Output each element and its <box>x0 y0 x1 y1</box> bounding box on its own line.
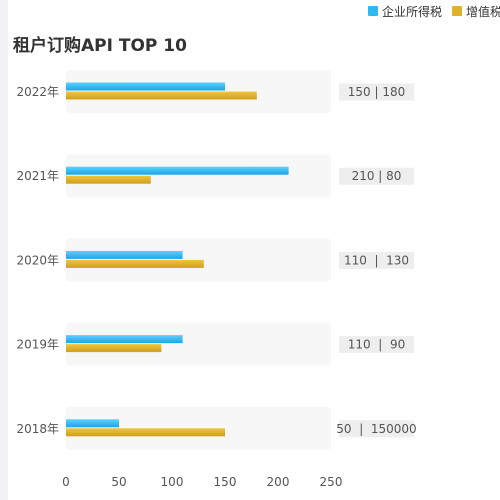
x-tick-label: 0 <box>62 475 70 489</box>
value-label: 210 | 80 <box>352 169 402 183</box>
legend-item-series-1[interactable]: 增值税 <box>452 3 500 20</box>
x-tick-label: 250 <box>320 475 343 489</box>
chart-title: 租户订购API TOP 10 <box>13 36 187 56</box>
bar-series-1 <box>66 259 204 268</box>
bar-series-1 <box>66 428 225 437</box>
value-label: 110 | 130 <box>344 253 409 267</box>
legend-label-series-1: 增值税 <box>466 4 500 19</box>
left-rail <box>0 0 8 500</box>
bar-series-0 <box>66 250 183 259</box>
category-label: 2021年 <box>16 169 59 183</box>
category-label: 2022年 <box>16 85 59 99</box>
value-label-box <box>339 83 414 101</box>
bar-series-0 <box>66 82 225 91</box>
x-tick-label: 100 <box>161 475 184 489</box>
value-label-box <box>339 420 414 438</box>
value-label: 150 | 180 <box>348 85 405 99</box>
category-label: 2019年 <box>16 338 59 352</box>
x-tick-label: 200 <box>267 475 290 489</box>
bar-series-1 <box>66 344 162 353</box>
x-tick-label: 150 <box>214 475 237 489</box>
category-label: 2020年 <box>16 253 59 267</box>
legend-swatch-series-1 <box>452 6 463 16</box>
legend-item-series-0[interactable]: 企业所得税 <box>368 3 442 20</box>
value-label-box <box>339 251 414 269</box>
value-label-box <box>339 167 414 185</box>
value-label: 50 | 150000 <box>336 422 416 436</box>
category-label: 2018年 <box>16 422 59 436</box>
bar-series-0 <box>66 166 289 175</box>
bar-series-0 <box>66 419 119 428</box>
legend: 企业所得税 增值税 <box>368 3 500 19</box>
legend-label-series-0: 企业所得税 <box>382 4 443 19</box>
row-band <box>66 322 331 366</box>
bar-series-0 <box>66 335 183 344</box>
x-tick-label: 50 <box>111 475 126 489</box>
bar-series-1 <box>66 175 151 184</box>
row-band <box>66 154 331 198</box>
value-label-box <box>339 336 414 354</box>
value-label: 110 | 90 <box>348 338 405 352</box>
legend-swatch-series-0 <box>368 6 378 16</box>
bar-series-1 <box>66 91 257 100</box>
